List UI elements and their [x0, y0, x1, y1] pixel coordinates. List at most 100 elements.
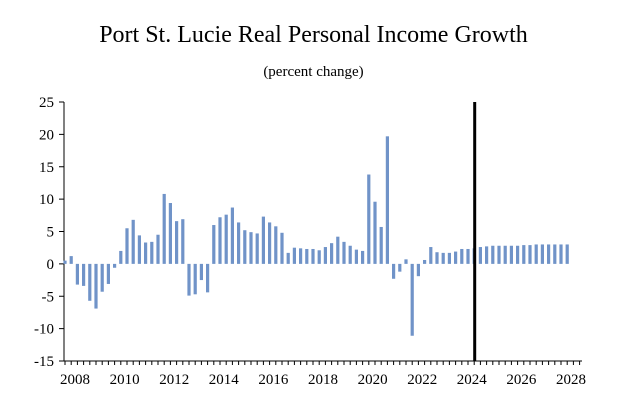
bar	[392, 263, 396, 279]
bar	[144, 242, 148, 264]
bar	[75, 263, 79, 285]
bar	[342, 241, 346, 264]
bar	[565, 244, 569, 264]
bar	[466, 248, 470, 264]
y-tick-label: 25	[39, 95, 54, 111]
bar	[119, 250, 123, 264]
bar	[485, 246, 489, 264]
bar	[385, 136, 389, 264]
y-tick-label: 10	[39, 192, 54, 208]
bar	[187, 263, 191, 296]
bar	[100, 263, 104, 292]
bar	[330, 243, 334, 264]
bar	[193, 263, 197, 295]
bar	[181, 219, 185, 264]
bar	[323, 247, 327, 264]
bar	[398, 263, 402, 272]
bar	[447, 252, 451, 264]
bar	[88, 263, 92, 301]
bar	[509, 245, 513, 264]
x-tick-label: 2012	[159, 372, 189, 388]
x-tick-label: 2018	[308, 372, 338, 388]
bar	[113, 263, 117, 268]
bar	[249, 232, 253, 264]
bar	[441, 252, 445, 264]
y-tick-label: 20	[39, 127, 54, 143]
bar	[559, 244, 563, 264]
bar	[311, 248, 315, 264]
bar	[82, 263, 86, 286]
bar	[435, 252, 439, 264]
bar	[503, 245, 507, 264]
bar	[206, 263, 210, 293]
bar	[429, 247, 433, 264]
x-tick-label: 2008	[60, 372, 90, 388]
bar	[237, 222, 241, 264]
x-tick-label: 2020	[358, 372, 388, 388]
bar	[175, 221, 179, 264]
bar	[516, 245, 520, 264]
bar	[454, 251, 458, 264]
y-tick-label: -5	[42, 289, 55, 305]
bar	[416, 263, 420, 277]
bar	[373, 201, 377, 264]
bar	[137, 235, 141, 264]
bar	[292, 247, 296, 264]
bar	[286, 252, 290, 264]
bar	[199, 263, 203, 281]
bar	[212, 225, 216, 264]
y-tick-label: 5	[47, 225, 55, 241]
bar	[553, 244, 557, 264]
bar	[367, 174, 371, 264]
x-tick-label: 2016	[258, 372, 289, 388]
x-tick-label: 2024	[457, 372, 488, 388]
bar	[218, 217, 222, 264]
bar	[162, 193, 166, 264]
y-tick-label: -10	[34, 322, 54, 338]
chart-subtitle: (percent change)	[263, 64, 364, 80]
bar	[497, 245, 501, 264]
x-tick-label: 2022	[407, 372, 437, 388]
bar	[255, 233, 259, 264]
y-axis: 25 20 15 10 5 0 -5 -10 -15	[34, 95, 65, 370]
bar	[317, 250, 321, 264]
bar	[460, 248, 464, 264]
bar	[224, 214, 228, 264]
bar	[491, 245, 495, 264]
bar	[63, 260, 67, 264]
y-tick-label: 0	[47, 257, 55, 273]
bar	[348, 245, 352, 264]
bar-series	[63, 136, 569, 336]
x-tick-label: 2028	[556, 372, 586, 388]
bar	[150, 241, 154, 264]
chart-title: Port St. Lucie Real Personal Income Grow…	[99, 22, 528, 48]
bar	[305, 248, 309, 264]
x-axis: 2008 2010 2012 2014 2016 2018 2020 2022 2024 2026…	[60, 360, 586, 388]
bar	[540, 244, 544, 264]
bar	[547, 244, 551, 264]
bar	[361, 250, 365, 264]
y-tick-label: 15	[39, 160, 54, 176]
bar	[94, 263, 98, 309]
bar	[299, 248, 303, 264]
bar	[280, 232, 284, 264]
bar	[243, 230, 247, 264]
bar	[410, 263, 414, 336]
bar	[354, 249, 358, 264]
bar	[336, 236, 340, 264]
bar	[230, 207, 234, 264]
bar	[478, 247, 482, 264]
bar	[131, 219, 135, 264]
bar	[168, 203, 172, 264]
bar	[274, 226, 278, 264]
bar	[69, 256, 73, 264]
bar	[522, 245, 526, 264]
bar	[534, 244, 538, 264]
bar	[268, 222, 272, 264]
x-tick-label: 2026	[506, 372, 537, 388]
bar	[156, 234, 160, 264]
bar	[379, 226, 383, 264]
x-tick-label: 2010	[110, 372, 140, 388]
y-tick-label: -15	[34, 354, 54, 370]
